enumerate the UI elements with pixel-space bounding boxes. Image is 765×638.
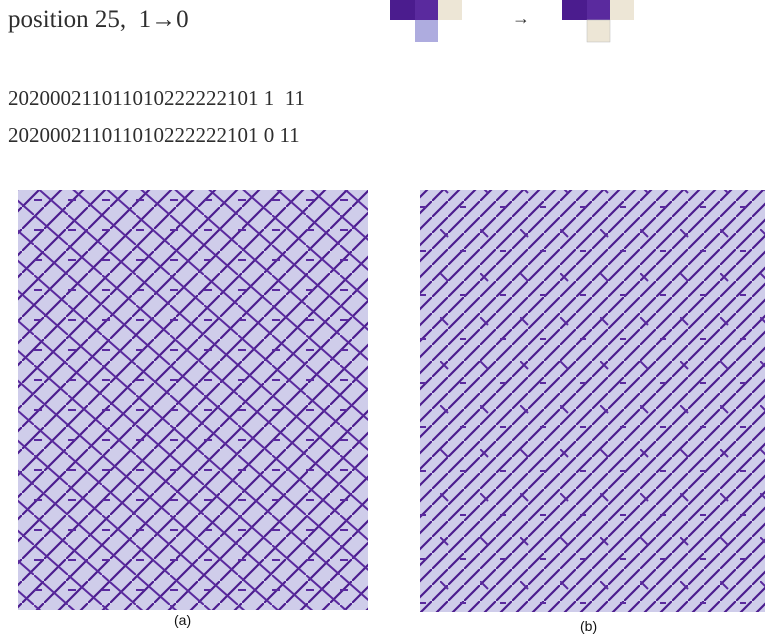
cell [390,0,415,20]
cell [415,20,438,42]
cell [562,0,587,20]
cell [587,0,610,20]
caption: (b) [580,618,598,634]
caption: (a) [174,612,192,628]
position-label: position 25, 1→0 [8,6,189,33]
panel-b [420,190,765,612]
panel-a [18,190,368,610]
cell [586,19,611,43]
cell [610,0,634,20]
sequence: 202000211011010222222101 0 11 [8,123,300,147]
sequence: 202000211011010222222101 1 11 [8,86,305,110]
rule-icons [390,0,634,43]
cell [415,0,438,20]
ca-panels [18,190,765,612]
arrow: → [512,8,530,28]
cell [438,0,462,20]
